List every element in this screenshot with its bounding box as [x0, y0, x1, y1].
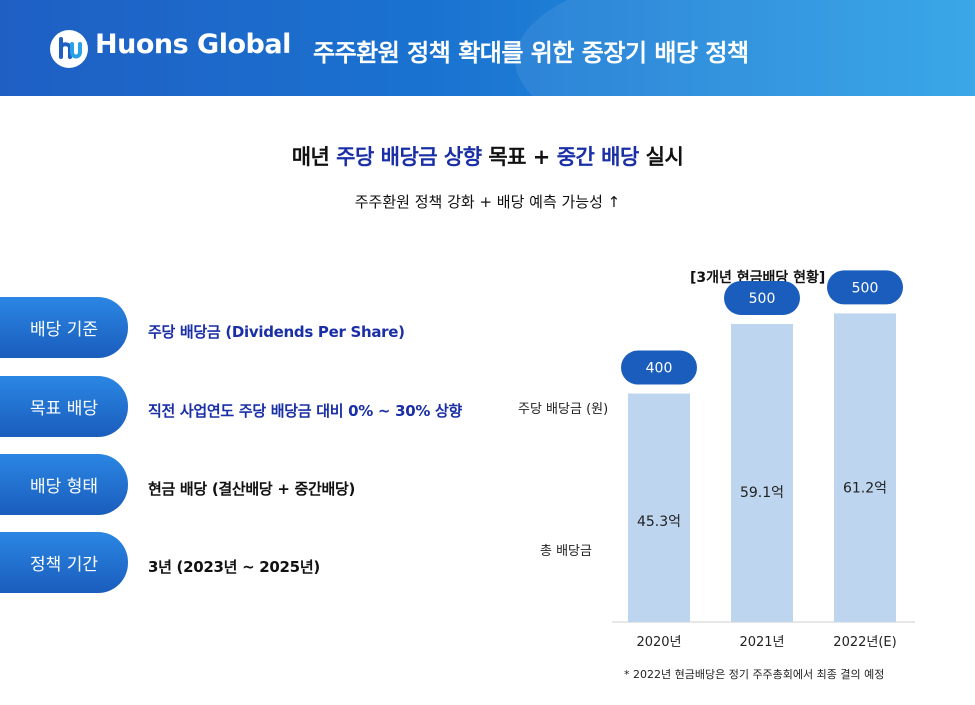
dps-badge-value: 500: [749, 291, 776, 307]
headline-part-5: 실시: [638, 145, 684, 169]
headline: 매년 주당 배당금 상향 목표 + 중간 배당 실시: [0, 141, 975, 171]
x-tick-label: 2022년(E): [833, 635, 896, 650]
header-banner: Huons Global 주주환원 정책 확대를 위한 중장기 배당 정책: [0, 0, 975, 96]
brand-name: Huons Global: [95, 29, 291, 60]
policy-value-target: 직전 사업연도 주당 배당금 대비 0% ~ 30% 상향: [148, 402, 463, 420]
total-dividend-row-label: 총 배당금: [540, 544, 592, 559]
bar-total-dividend: [628, 393, 690, 622]
subheadline: 주주환원 정책 강화 + 배당 예측 가능성 ↑: [354, 193, 621, 211]
dps-badge-value: 400: [646, 361, 673, 377]
dps-badge: [724, 280, 800, 315]
headline-part-1: 매년: [291, 145, 337, 169]
headline-part-3: 목표 +: [481, 145, 557, 169]
x-tick-label: 2021년: [739, 635, 784, 650]
bar-value-label: 45.3억: [637, 514, 681, 530]
bar-value-label: 61.2억: [843, 480, 887, 496]
footnote: * 2022년 현금배당은 정기 주주총회에서 최종 결의 예정: [624, 668, 885, 681]
policy-value-basis: 주당 배당금 (Dividends Per Share): [148, 323, 405, 341]
headline-highlight-dps: 주당 배당금 상향: [336, 145, 482, 169]
header-decoration: [515, 0, 975, 96]
page-title: 주주환원 정책 확대를 위한 중장기 배당 정책: [313, 39, 749, 67]
headline-highlight-interim: 중간 배당: [556, 145, 640, 169]
dps-badge-value: 500: [852, 280, 879, 296]
dps-badge: [827, 270, 903, 305]
policy-label-basis: 배당 기준: [0, 297, 128, 358]
policy-value-period: 3년 (2023년 ~ 2025년): [148, 558, 320, 576]
policy-value-type: 현금 배당 (결산배당 + 중간배당): [148, 480, 356, 498]
x-tick-label: 2020년: [636, 635, 681, 650]
policy-label-type: 배당 형태: [0, 454, 128, 515]
dps-row-label: 주당 배당금 (원): [518, 402, 609, 417]
bar-total-dividend: [731, 323, 793, 622]
policy-label-target: 목표 배당: [0, 376, 128, 437]
bar-value-label: 59.1억: [740, 485, 784, 501]
huons-logo-icon: [50, 30, 88, 68]
policy-label-period: 정책 기간: [0, 532, 128, 593]
chart-title: [3개년 현금배당 현황]: [690, 270, 826, 286]
bar-total-dividend: [834, 313, 896, 622]
dps-badge: [621, 350, 697, 385]
